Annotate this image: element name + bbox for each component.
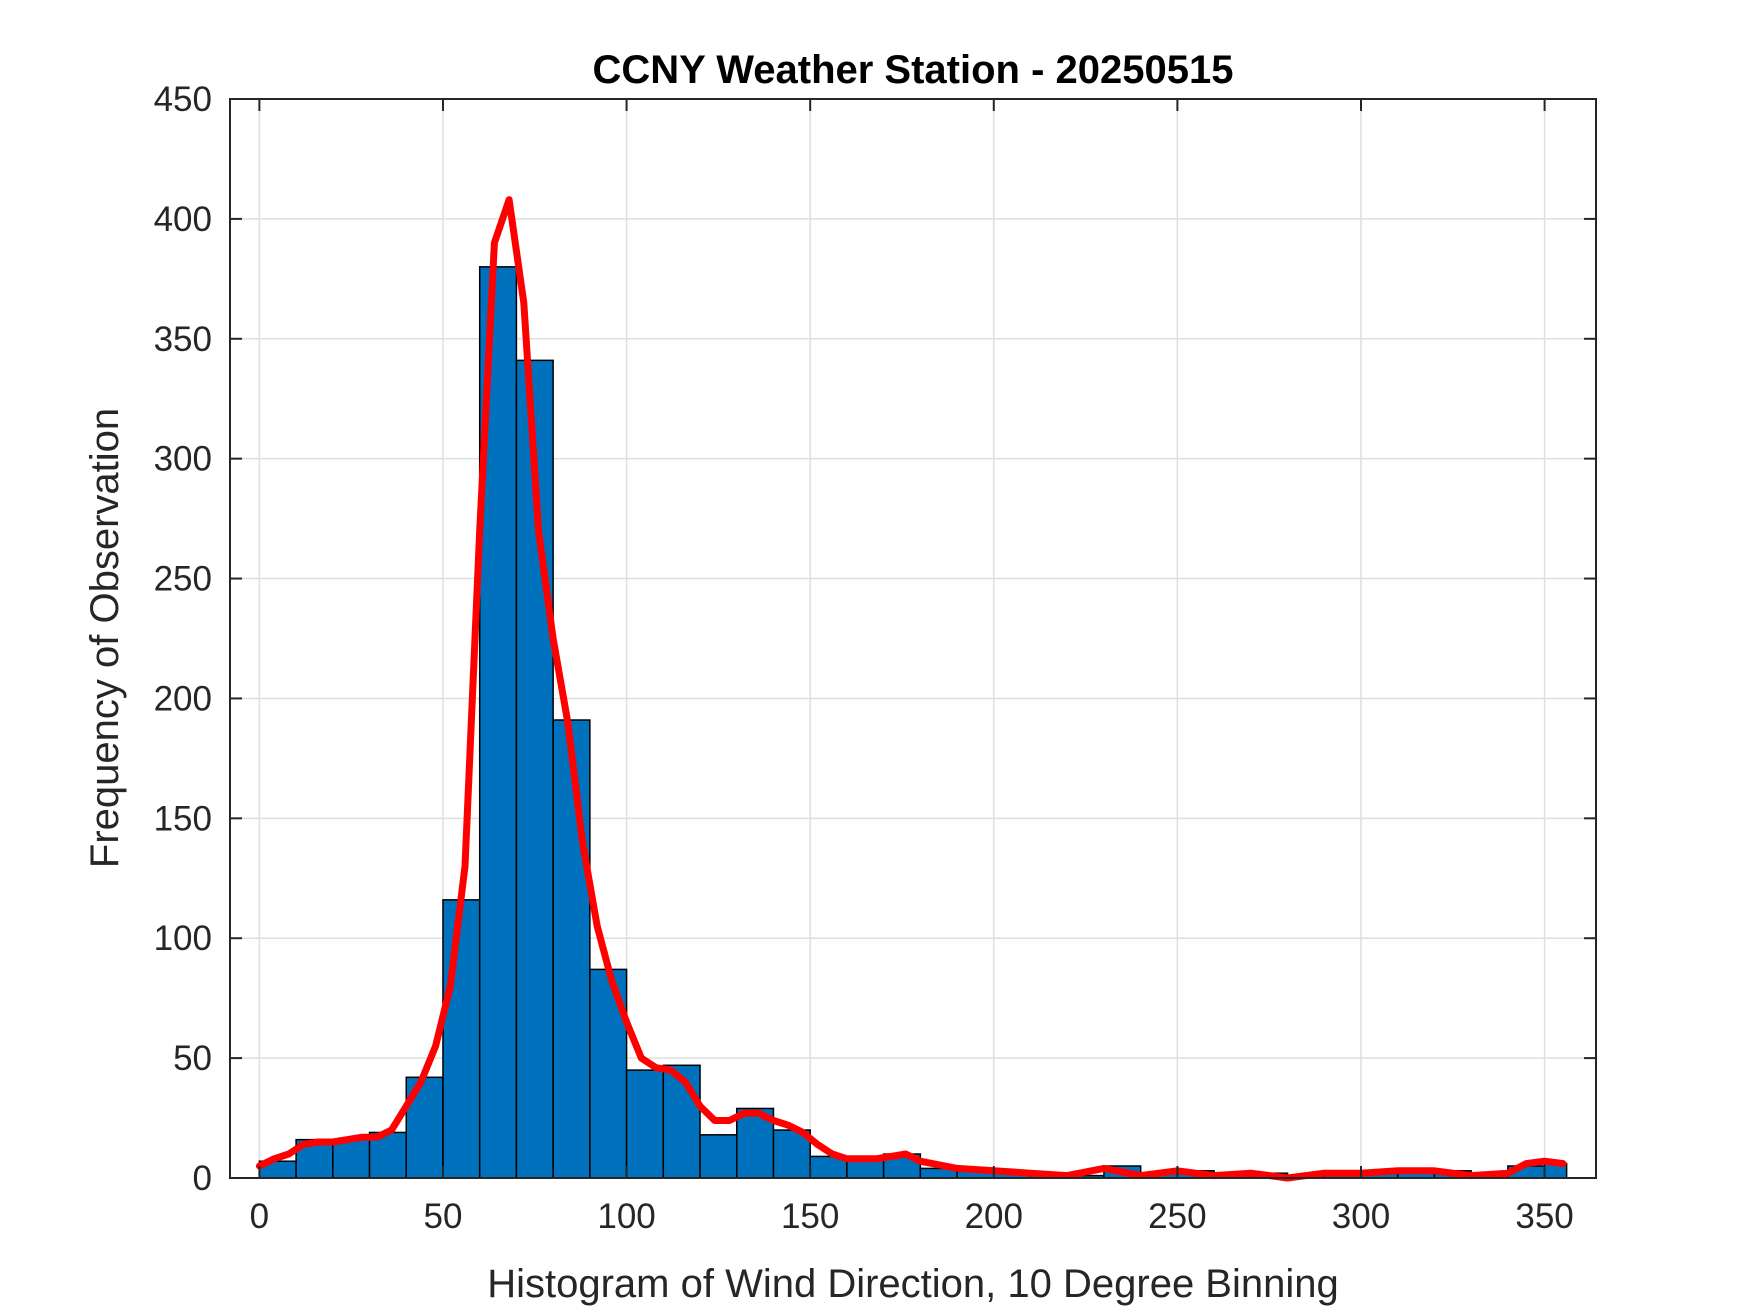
y-tick-label: 0 <box>193 1159 212 1198</box>
histogram-bar <box>662 1064 701 1179</box>
x-tick-label: 100 <box>597 1197 655 1236</box>
y-tick-label: 350 <box>154 320 212 359</box>
plot-area <box>230 99 1596 1178</box>
x-tick-label: 150 <box>781 1197 839 1236</box>
y-tick-label: 100 <box>154 919 212 958</box>
y-tick-label: 150 <box>154 799 212 838</box>
y-tick-label: 50 <box>173 1039 212 1078</box>
histogram-bar <box>552 719 591 1179</box>
y-tick-labels: 0 50 100 150 200 250 300 350 400 450 <box>154 80 212 1198</box>
y-tick-label: 400 <box>154 200 212 239</box>
y-tick-label: 300 <box>154 440 212 479</box>
y-tick-label: 250 <box>154 560 212 599</box>
y-tick-label: 450 <box>154 80 212 119</box>
chart-title: CCNY Weather Station - 20250515 <box>593 48 1234 92</box>
x-tick-label: 200 <box>965 1197 1023 1236</box>
x-axis-label: Histogram of Wind Direction, 10 Degree B… <box>487 1262 1339 1306</box>
x-tick-label: 0 <box>250 1197 269 1236</box>
histogram-bar <box>332 1138 371 1179</box>
x-tick-label: 50 <box>424 1197 463 1236</box>
axis-ticks <box>230 98 1596 1179</box>
x-tick-labels: 0 50 100 150 200 250 300 350 <box>250 1197 1574 1236</box>
smoothed-line-layer <box>255 196 1567 1182</box>
histogram-bar <box>699 1134 738 1179</box>
x-tick-label: 350 <box>1515 1197 1573 1236</box>
histogram-bar <box>625 1069 665 1179</box>
smoothed-density-line <box>255 196 1567 1182</box>
x-tick-label: 300 <box>1332 1197 1390 1236</box>
axes-box <box>229 98 1597 1179</box>
y-axis-label: Frequency of Observation <box>83 408 127 868</box>
histogram-bar <box>442 899 481 1179</box>
y-tick-label: 200 <box>154 679 212 718</box>
x-tick-label: 250 <box>1148 1197 1206 1236</box>
